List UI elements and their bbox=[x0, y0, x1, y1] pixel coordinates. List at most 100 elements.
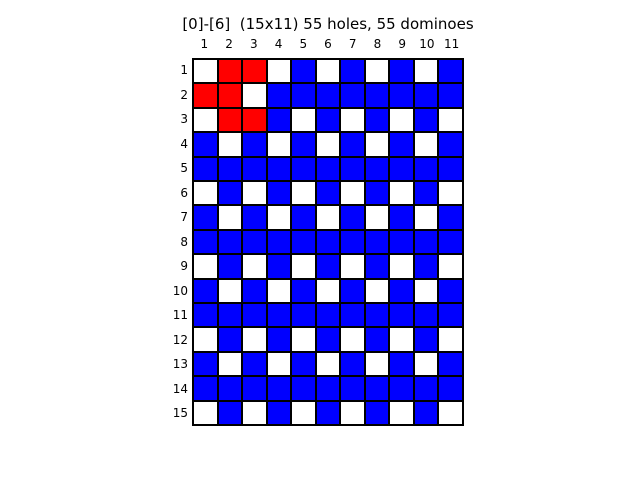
white-cell bbox=[217, 132, 243, 157]
blue-cell bbox=[438, 278, 463, 303]
white-cell bbox=[364, 132, 390, 157]
blue-cell bbox=[242, 278, 267, 303]
white-cell bbox=[389, 327, 414, 352]
blue-cell bbox=[438, 132, 463, 157]
blue-cell bbox=[438, 302, 463, 328]
blue-cell bbox=[364, 254, 390, 279]
blue-cell bbox=[266, 83, 292, 108]
blue-cell bbox=[389, 156, 414, 181]
blue-cell bbox=[315, 400, 341, 425]
white-cell bbox=[266, 132, 292, 157]
blue-cell bbox=[315, 229, 341, 255]
blue-cell bbox=[413, 83, 439, 108]
blue-cell bbox=[291, 302, 316, 328]
row-label: 3 bbox=[180, 112, 188, 127]
row-label: 14 bbox=[172, 381, 188, 396]
blue-cell bbox=[413, 156, 439, 181]
red-cell bbox=[217, 83, 243, 108]
domino-board bbox=[192, 58, 464, 426]
blue-cell bbox=[364, 229, 390, 255]
blue-cell bbox=[291, 229, 316, 255]
white-cell bbox=[242, 180, 267, 206]
blue-cell bbox=[291, 351, 316, 377]
blue-cell bbox=[438, 229, 463, 255]
blue-cell bbox=[217, 327, 243, 352]
figure-title: [0]-[6] (15x11) 55 holes, 55 dominoes bbox=[182, 15, 474, 33]
blue-cell bbox=[193, 302, 218, 328]
blue-cell bbox=[266, 254, 292, 279]
white-cell bbox=[266, 59, 292, 84]
blue-cell bbox=[193, 205, 218, 230]
row-label: 12 bbox=[172, 332, 188, 347]
red-cell bbox=[242, 59, 267, 84]
white-cell bbox=[217, 278, 243, 303]
blue-cell bbox=[217, 302, 243, 328]
white-cell bbox=[315, 132, 341, 157]
blue-cell bbox=[413, 400, 439, 425]
row-label: 8 bbox=[180, 234, 188, 249]
blue-cell bbox=[364, 376, 390, 401]
blue-cell bbox=[315, 156, 341, 181]
blue-cell bbox=[266, 156, 292, 181]
blue-cell bbox=[315, 107, 341, 133]
white-cell bbox=[438, 327, 463, 352]
blue-cell bbox=[438, 156, 463, 181]
white-cell bbox=[438, 254, 463, 279]
column-label: 4 bbox=[274, 37, 283, 51]
row-label: 7 bbox=[180, 210, 188, 225]
white-cell bbox=[315, 205, 341, 230]
blue-cell bbox=[413, 107, 439, 133]
row-labels: 1 2 3 4 5 6 7 8 9 10 11 12 13 14 15 bbox=[160, 58, 188, 426]
blue-cell bbox=[193, 132, 218, 157]
blue-cell bbox=[389, 83, 414, 108]
blue-cell bbox=[364, 156, 390, 181]
blue-cell bbox=[193, 156, 218, 181]
blue-cell bbox=[242, 376, 267, 401]
row-label: 11 bbox=[172, 308, 188, 323]
white-cell bbox=[413, 351, 439, 377]
blue-cell bbox=[291, 156, 316, 181]
column-labels: 1 2 3 4 5 6 7 8 9 10 11 bbox=[192, 37, 464, 53]
column-label: 6 bbox=[324, 37, 332, 51]
red-cell bbox=[217, 59, 243, 84]
column-label: 2 bbox=[225, 37, 233, 51]
blue-cell bbox=[340, 351, 365, 377]
blue-cell bbox=[364, 180, 390, 206]
blue-cell bbox=[438, 83, 463, 108]
blue-cell bbox=[389, 302, 414, 328]
blue-cell bbox=[266, 180, 292, 206]
white-cell bbox=[266, 351, 292, 377]
blue-cell bbox=[364, 107, 390, 133]
blue-cell bbox=[364, 400, 390, 425]
blue-cell bbox=[217, 400, 243, 425]
white-cell bbox=[193, 400, 218, 425]
row-label: 1 bbox=[180, 63, 188, 77]
blue-cell bbox=[389, 351, 414, 377]
white-cell bbox=[413, 59, 439, 84]
blue-cell bbox=[266, 229, 292, 255]
white-cell bbox=[364, 278, 390, 303]
blue-cell bbox=[340, 59, 365, 84]
white-cell bbox=[217, 205, 243, 230]
white-cell bbox=[291, 254, 316, 279]
white-cell bbox=[413, 132, 439, 157]
blue-cell bbox=[364, 83, 390, 108]
blue-cell bbox=[315, 83, 341, 108]
blue-cell bbox=[193, 278, 218, 303]
blue-cell bbox=[266, 107, 292, 133]
blue-cell bbox=[242, 302, 267, 328]
blue-cell bbox=[413, 327, 439, 352]
white-cell bbox=[413, 205, 439, 230]
white-cell bbox=[266, 205, 292, 230]
white-cell bbox=[291, 180, 316, 206]
blue-cell bbox=[242, 351, 267, 377]
blue-cell bbox=[340, 83, 365, 108]
white-cell bbox=[364, 59, 390, 84]
white-cell bbox=[266, 278, 292, 303]
blue-cell bbox=[193, 351, 218, 377]
white-cell bbox=[242, 327, 267, 352]
blue-cell bbox=[315, 302, 341, 328]
red-cell bbox=[193, 83, 218, 108]
white-cell bbox=[291, 327, 316, 352]
row-label: 2 bbox=[180, 87, 188, 102]
